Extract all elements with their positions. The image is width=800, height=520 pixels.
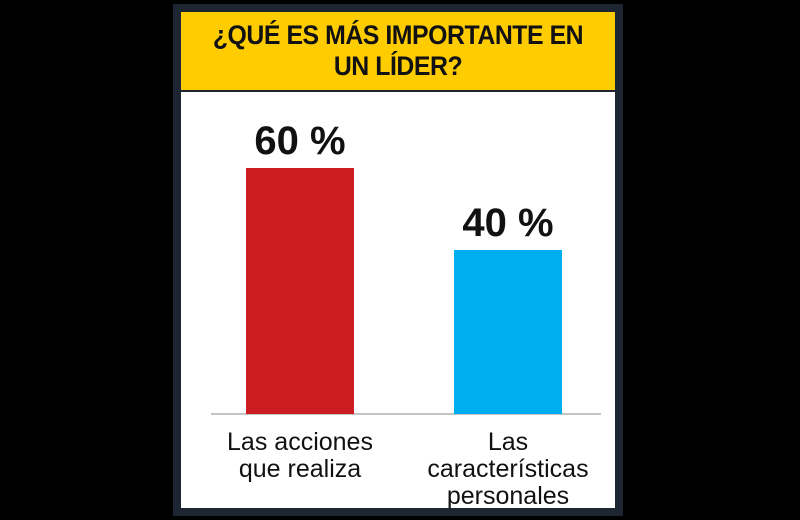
chart-title: ¿QUÉ ES MÁS IMPORTANTE EN UN LÍDER? bbox=[212, 20, 584, 81]
category-label-line: Las acciones bbox=[227, 428, 373, 456]
category-label-2: Las características personales bbox=[427, 428, 588, 508]
plot-area: 60 % Las acciones que realiza 40 % Las caract… bbox=[181, 92, 615, 508]
bar-chart: 60 % Las acciones que realiza 40 % Las caract… bbox=[211, 119, 601, 508]
category-label-line: características bbox=[427, 455, 588, 483]
category-label-line: Las bbox=[488, 428, 528, 456]
category-label-line: que realiza bbox=[239, 455, 361, 483]
value-label-1: 60 % bbox=[254, 119, 345, 163]
value-label-2: 40 % bbox=[462, 201, 553, 245]
bar-2 bbox=[454, 250, 562, 414]
category-label-line: personales bbox=[447, 482, 569, 508]
bar-1 bbox=[246, 168, 354, 414]
category-label-1: Las acciones que realiza bbox=[227, 428, 373, 483]
chart-card: ¿QUÉ ES MÁS IMPORTANTE EN UN LÍDER? 60 %… bbox=[173, 4, 623, 516]
title-bar: ¿QUÉ ES MÁS IMPORTANTE EN UN LÍDER? bbox=[181, 12, 615, 90]
